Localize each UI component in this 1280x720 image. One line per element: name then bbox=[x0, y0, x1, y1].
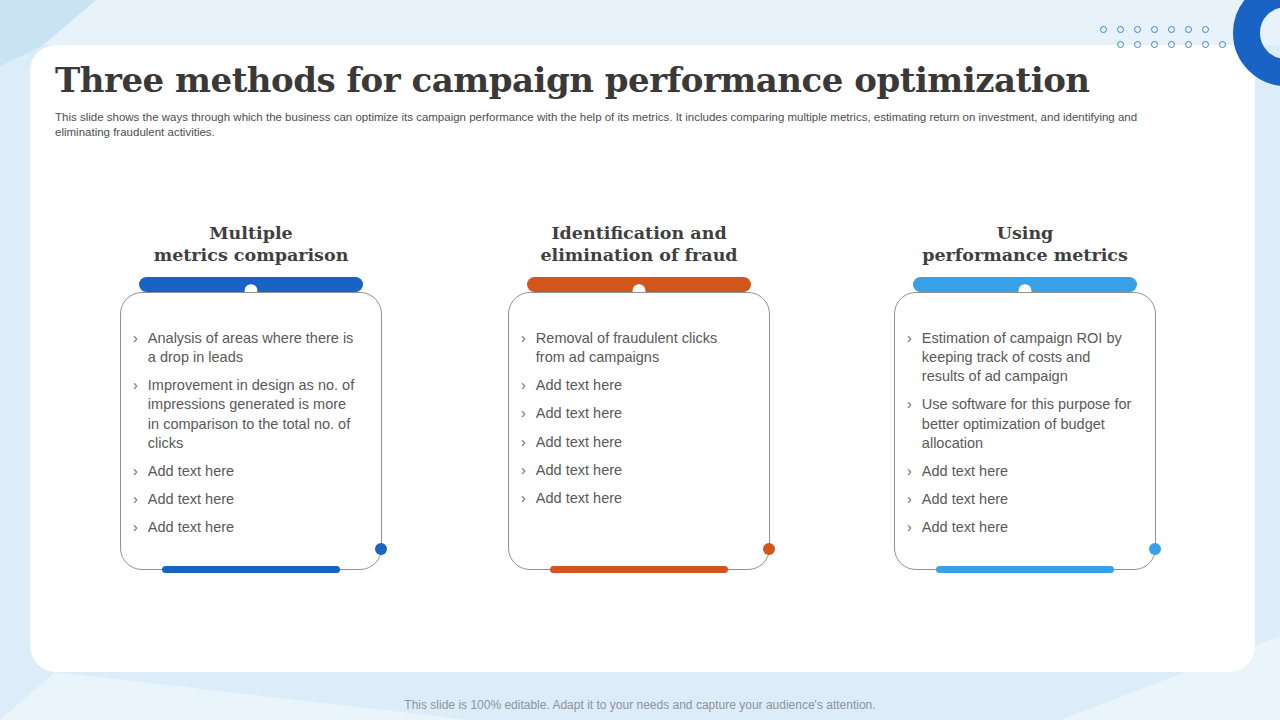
card-accent-bar bbox=[527, 277, 751, 292]
list-item-text: Add text here bbox=[536, 461, 622, 480]
chevron-bullet-icon: › bbox=[133, 462, 138, 481]
list-item-text: Add text here bbox=[536, 433, 622, 452]
list-item: › Add text here bbox=[907, 462, 1135, 481]
list-item: › Add text here bbox=[521, 461, 749, 480]
circle-dot-icon bbox=[1134, 41, 1141, 48]
dots-grid-row bbox=[1117, 41, 1226, 48]
chevron-bullet-icon: › bbox=[521, 404, 526, 423]
page-title: Three methods for campaign performance o… bbox=[55, 60, 1195, 100]
circle-dot-icon bbox=[1117, 26, 1124, 33]
list-item: › Add text here bbox=[907, 490, 1135, 509]
card-body: ›Estimation of campaign ROI by keeping t… bbox=[894, 292, 1156, 570]
page-subtitle: This slide shows the ways through which … bbox=[55, 110, 1190, 140]
list-item-text: Analysis of areas where there is a drop … bbox=[148, 329, 361, 367]
circle-dot-icon bbox=[1117, 41, 1124, 48]
chevron-bullet-icon: › bbox=[907, 329, 912, 386]
list-item: › Add text here bbox=[521, 489, 749, 508]
list-item: › Add text here bbox=[521, 376, 749, 395]
list-item: ›Estimation of campaign ROI by keeping t… bbox=[907, 329, 1135, 386]
list-item-text: Add text here bbox=[536, 376, 622, 395]
chevron-bullet-icon: › bbox=[133, 376, 138, 453]
card-body: › Analysis of areas where there is a drop… bbox=[120, 292, 382, 570]
circle-dot-icon bbox=[1219, 41, 1226, 48]
list-item-text: Add text here bbox=[536, 489, 622, 508]
list-item-text: Removal of fraudulent clicks from ad cam… bbox=[536, 329, 749, 367]
circle-dot-icon bbox=[1151, 41, 1158, 48]
list-item: › Add text here bbox=[907, 518, 1135, 537]
circle-dot-icon bbox=[1202, 26, 1209, 33]
card-accent-bar bbox=[913, 277, 1137, 292]
bottom-left-decor bbox=[0, 672, 470, 720]
chevron-bullet-icon: › bbox=[133, 490, 138, 509]
circle-dot-icon bbox=[1202, 41, 1209, 48]
list-item: › Removal of fraudulent clicks from ad ca… bbox=[521, 329, 749, 367]
card-accent-bar bbox=[139, 277, 363, 292]
list-item-text: Improvement in design as no. of impressi… bbox=[148, 376, 361, 453]
card-title: Identification and elimination of fraud bbox=[508, 222, 770, 266]
chevron-bullet-icon: › bbox=[521, 376, 526, 395]
chevron-bullet-icon: › bbox=[521, 433, 526, 452]
footer-note: This slide is 100% editable. Adapt it to… bbox=[0, 698, 1280, 712]
list-item-text: Add text here bbox=[922, 518, 1008, 537]
corner-dot bbox=[1149, 543, 1161, 555]
chevron-bullet-icon: › bbox=[907, 490, 912, 509]
chevron-bullet-icon: › bbox=[521, 489, 526, 508]
circle-dot-icon bbox=[1168, 41, 1175, 48]
list-item: › Add text here bbox=[521, 433, 749, 452]
list-item: ›Improvement in design as no. of impress… bbox=[133, 376, 361, 453]
list-item-text: Add text here bbox=[922, 462, 1008, 481]
list-item-text: Add text here bbox=[148, 518, 234, 537]
bullet-list: ›Estimation of campaign ROI by keeping t… bbox=[907, 329, 1135, 537]
corner-dot bbox=[763, 543, 775, 555]
list-item-text: Add text here bbox=[922, 490, 1008, 509]
list-item: › Analysis of areas where there is a drop… bbox=[133, 329, 361, 367]
list-item-text: Add text here bbox=[148, 462, 234, 481]
list-item: › Add text here bbox=[521, 404, 749, 423]
bottom-accent-line bbox=[936, 566, 1114, 573]
chevron-bullet-icon: › bbox=[521, 329, 526, 367]
dots-grid-row bbox=[1100, 26, 1209, 33]
bullet-list: › Removal of fraudulent clicks from ad ca… bbox=[521, 329, 749, 508]
list-item-text: Add text here bbox=[148, 490, 234, 509]
chevron-bullet-icon: › bbox=[907, 462, 912, 481]
corner-dot bbox=[375, 543, 387, 555]
slide-canvas: Three methods for campaign performance o… bbox=[0, 0, 1280, 720]
chevron-bullet-icon: › bbox=[521, 461, 526, 480]
circle-dot-icon bbox=[1185, 41, 1192, 48]
list-item-text: Use software for this purpose for better… bbox=[922, 395, 1135, 452]
top-band-decor bbox=[0, 0, 1280, 45]
list-item: › Add text here bbox=[133, 518, 361, 537]
circle-dot-icon bbox=[1134, 26, 1141, 33]
list-item: › Add text here bbox=[133, 462, 361, 481]
card-title: Using performance metrics bbox=[894, 222, 1156, 266]
card-body: › Removal of fraudulent clicks from ad ca… bbox=[508, 292, 770, 570]
list-item-text: Add text here bbox=[536, 404, 622, 423]
circle-dot-icon bbox=[1151, 26, 1158, 33]
list-item: › Add text here bbox=[133, 490, 361, 509]
chevron-bullet-icon: › bbox=[907, 395, 912, 452]
circle-dot-icon bbox=[1185, 26, 1192, 33]
circle-dot-icon bbox=[1100, 26, 1107, 33]
circle-dot-icon bbox=[1168, 26, 1175, 33]
card-title: Multiple metrics comparison bbox=[120, 222, 382, 266]
chevron-bullet-icon: › bbox=[133, 518, 138, 537]
bullet-list: › Analysis of areas where there is a drop… bbox=[133, 329, 361, 537]
chevron-bullet-icon: › bbox=[907, 518, 912, 537]
list-item-text: Estimation of campaign ROI by keeping tr… bbox=[922, 329, 1135, 386]
list-item: ›Use software for this purpose for bette… bbox=[907, 395, 1135, 452]
chevron-bullet-icon: › bbox=[133, 329, 138, 367]
bottom-accent-line bbox=[550, 566, 728, 573]
bottom-accent-line bbox=[162, 566, 340, 573]
